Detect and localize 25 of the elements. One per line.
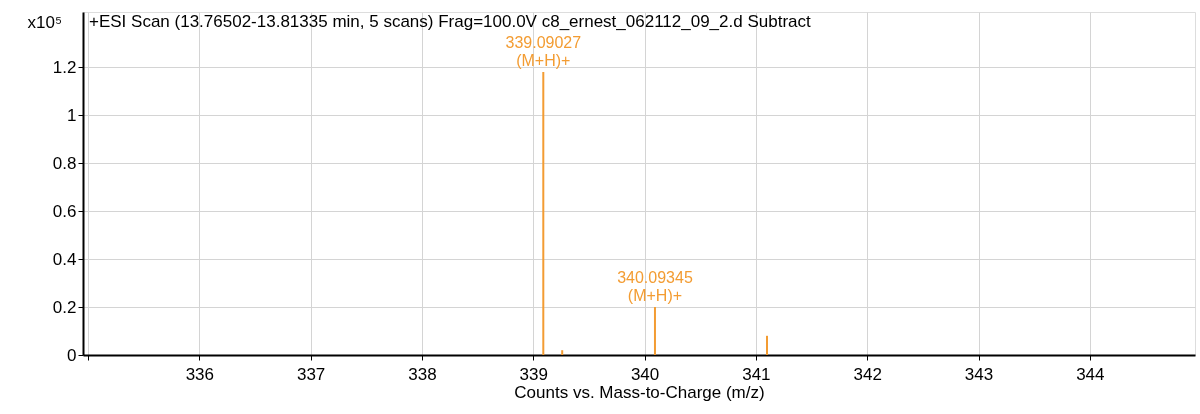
x-tick-label: 341 [742,364,771,384]
bar [561,350,564,355]
y-tick-label: 0.4 [52,249,77,269]
y-tick-label: 0.2 [52,297,77,317]
chart-title: +ESI Scan (13.76502-13.81335 min, 5 scans) Frag=100.0V c8_ernest_062112_09_2.d Subtract [89,12,812,31]
y-tick-label: 0 [67,345,77,365]
x-tick-label: 343 [964,364,994,384]
y-axis-title: x10⁵ [27,12,62,32]
x-tick-label: 344 [1076,364,1105,384]
y-tick-label: 1.2 [52,57,77,77]
bar [766,335,769,355]
bar [653,307,656,355]
x-tick-label: 337 [296,364,326,384]
y-tick-label: 0.8 [52,153,77,173]
x-tick-label: 339 [519,364,548,384]
x-tick-label: 338 [408,364,437,384]
x-axis-title: Counts vs. Mass-to-Charge (m/z) [514,382,765,402]
annotation: 339.09027 (M+H)+ [505,33,582,69]
annotation: 340.09345 (M+H)+ [617,269,693,305]
x-tick-label: 336 [185,364,214,384]
x-tick-label: 342 [853,364,882,384]
y-tick-label: 0.6 [52,201,77,221]
x-tick-label: 340 [630,364,660,384]
y-tick-label: 1 [67,105,77,125]
bar [542,71,545,355]
